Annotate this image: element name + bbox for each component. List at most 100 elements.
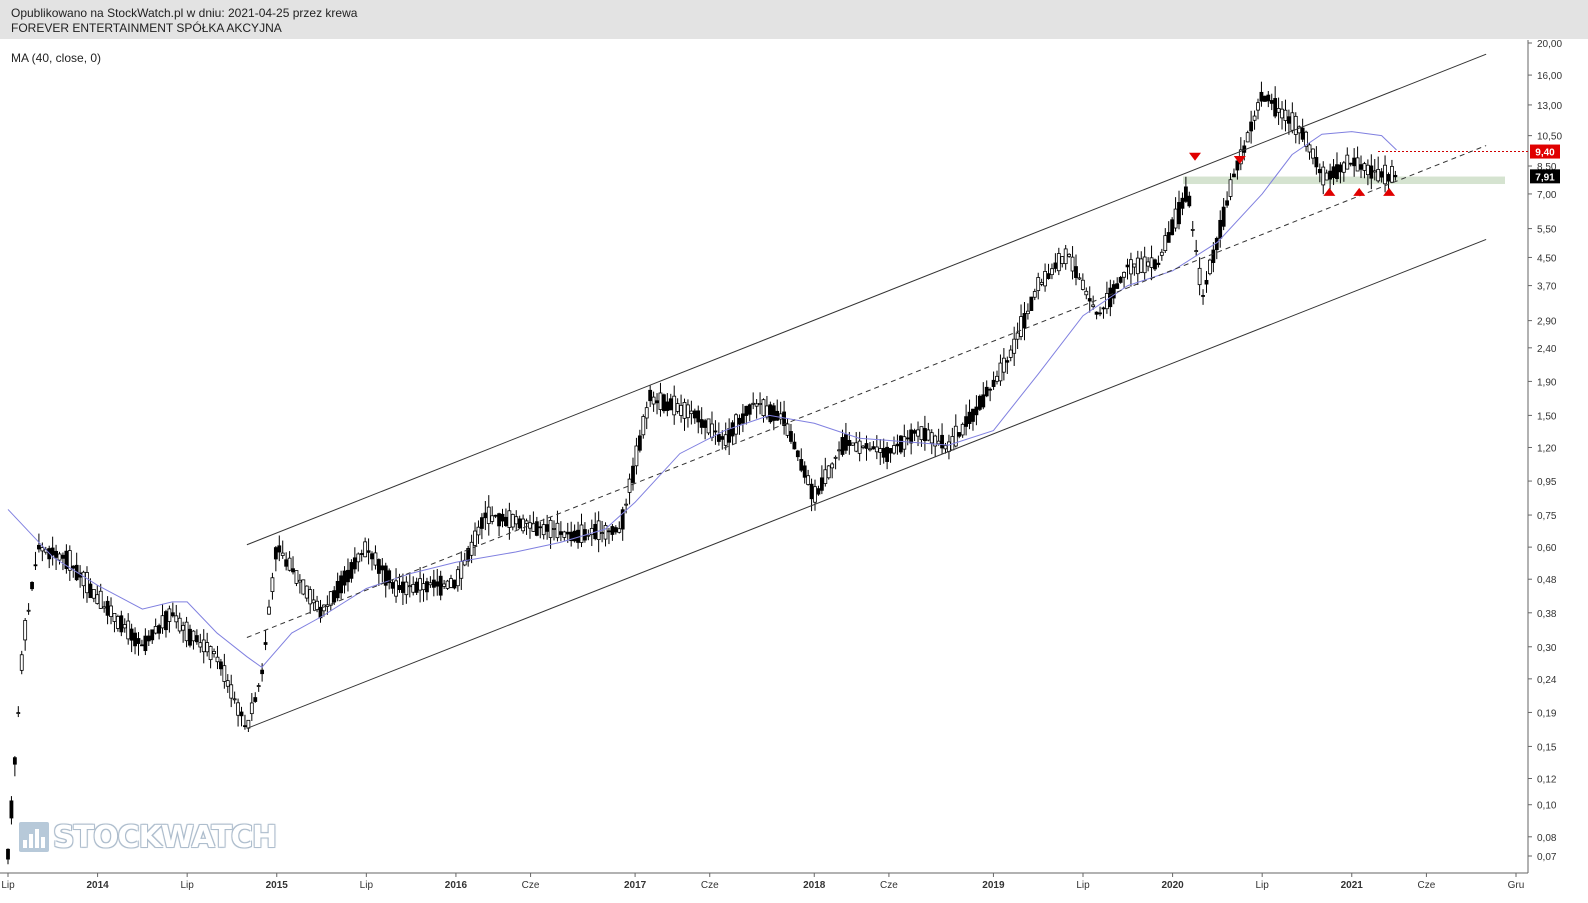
candle-body — [579, 524, 584, 543]
candle-body — [1335, 164, 1339, 180]
ma-40-line — [7, 131, 1397, 669]
candle-body — [1249, 121, 1254, 132]
candle-body — [998, 362, 1003, 382]
candle-body — [1317, 169, 1322, 174]
candle-body — [730, 422, 735, 437]
candle-body — [1393, 174, 1398, 178]
y-tick-label: 10,50 — [1537, 132, 1562, 143]
candle-body — [328, 591, 333, 606]
candle-body — [768, 404, 773, 423]
candle-body — [1273, 98, 1278, 117]
candle-body — [349, 562, 354, 579]
candle-body — [61, 554, 65, 559]
candle-body — [102, 606, 107, 609]
candle-body — [548, 519, 553, 538]
candle-body — [346, 569, 350, 583]
candle-body — [174, 615, 179, 623]
x-tick-label: Gru — [1508, 880, 1525, 891]
candle-body — [294, 570, 299, 584]
candle-body — [311, 599, 316, 604]
candle-body — [373, 552, 378, 566]
candle-body — [589, 528, 594, 536]
resistance-price-label: 9,40 — [1535, 148, 1555, 159]
y-tick-label: 0,15 — [1537, 742, 1557, 753]
candle-body — [411, 583, 416, 593]
candle-body — [727, 428, 732, 443]
candle-body — [455, 569, 460, 587]
candle-body — [225, 680, 230, 687]
candle-body — [1074, 266, 1078, 278]
candle-body — [1187, 195, 1192, 207]
candle-body — [837, 449, 841, 452]
candle-body — [1290, 112, 1295, 131]
chart-header: Opublikowano na StockWatch.pl w dniu: 20… — [0, 0, 1588, 39]
candle-body — [370, 553, 374, 560]
candle-body — [322, 604, 326, 612]
y-tick-label: 0,75 — [1537, 511, 1557, 522]
candle-body — [428, 582, 433, 586]
candle-body — [40, 547, 45, 552]
candle-body — [521, 518, 526, 532]
candle-body — [1111, 284, 1116, 299]
candle-body — [1032, 291, 1037, 298]
candle-body — [273, 547, 278, 560]
candle-body — [239, 711, 244, 717]
candle-body — [689, 410, 694, 415]
candle-body — [500, 513, 505, 522]
y-tick-label: 16,00 — [1537, 71, 1562, 82]
candle-body — [318, 606, 323, 619]
candle-body — [885, 446, 890, 462]
candle-body — [1208, 259, 1212, 275]
candle-body — [1266, 94, 1271, 102]
candle-body — [140, 644, 144, 647]
candle-body — [1183, 186, 1188, 202]
x-tick-label: Cze — [1418, 880, 1436, 891]
y-tick-label: 0,48 — [1537, 575, 1557, 586]
candle-body — [198, 642, 203, 648]
candle-body — [81, 571, 86, 587]
candle-body — [232, 698, 237, 701]
y-tick-label: 0,60 — [1537, 543, 1557, 554]
up-triangle-marker — [1323, 187, 1336, 196]
candle-body — [122, 624, 127, 629]
candle-body — [868, 448, 872, 451]
candle-body — [425, 581, 429, 593]
x-tick-label: 2014 — [86, 880, 109, 891]
candle-body — [706, 418, 711, 434]
candle-body — [603, 525, 608, 540]
candle-body — [565, 531, 570, 535]
candle-body — [1341, 162, 1346, 173]
candle-body — [716, 434, 721, 442]
y-tick-label: 13,00 — [1537, 101, 1562, 112]
candle-body — [1201, 295, 1205, 297]
candle-body — [483, 512, 488, 519]
candle-body — [1080, 279, 1085, 290]
y-tick-label: 2,90 — [1537, 317, 1557, 328]
candle-body — [160, 615, 165, 629]
candle-body — [1077, 277, 1082, 280]
candle-body — [109, 605, 113, 617]
candle-body — [153, 626, 158, 634]
candle-body — [672, 395, 677, 416]
candle-body — [713, 430, 718, 433]
candle-body — [662, 394, 666, 412]
candle-body — [881, 447, 886, 458]
candle-body — [929, 432, 934, 444]
candle-body — [1211, 249, 1216, 263]
candle-body — [1118, 276, 1123, 283]
candle-body — [600, 532, 604, 534]
candle-body — [627, 478, 632, 493]
trendline-upper — [246, 53, 1487, 546]
candle-body — [967, 411, 972, 424]
candle-body — [1122, 271, 1126, 278]
candle-body — [1283, 109, 1288, 121]
candle-body — [751, 402, 756, 405]
candle-body — [421, 583, 426, 591]
candle-body — [1001, 357, 1006, 373]
candle-body — [215, 656, 220, 663]
candle-body — [33, 564, 38, 567]
candle-body — [974, 406, 979, 416]
x-tick-label: 2019 — [982, 880, 1005, 891]
candle-body — [1156, 262, 1161, 265]
